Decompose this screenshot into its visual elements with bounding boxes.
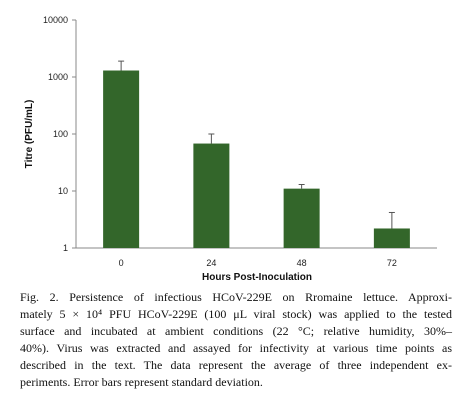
y-ticks: 1 10 100 1000 10000 [43, 15, 76, 253]
y-tick-label: 1000 [48, 72, 68, 82]
y-axis-title: Titre (PFU/mL) [24, 100, 35, 169]
bars [103, 60, 410, 249]
x-tick-label: 48 [297, 258, 307, 268]
caption-line-1: Fig. 2. Persistence of infectious HCoV-2… [20, 290, 452, 304]
caption-line-6: periments. Error bars represent standard… [20, 375, 263, 389]
caption-line-5: described in the text. The data represen… [20, 358, 452, 372]
x-tick-label: 0 [119, 258, 124, 268]
x-axis-title: Hours Post-Inoculation [202, 272, 312, 283]
x-tick-label: 24 [206, 258, 216, 268]
bar-24h [193, 143, 230, 248]
y-tick-label: 1 [63, 243, 68, 253]
bar-48h [283, 188, 320, 248]
bar-chart: Titre (PFU/mL) Hours Post-Inoculation 11… [24, 15, 437, 283]
y-tick-label: 10000 [43, 15, 68, 25]
caption-line-3: surface and incubated at ambient conditi… [20, 324, 452, 338]
bar-0h [103, 70, 140, 249]
caption-line-4: 40%). Virus was extracted and assayed fo… [20, 341, 452, 355]
y-tick-label: 100 [53, 129, 68, 139]
x-ticks: 0 24 48 72 [119, 258, 397, 268]
caption-line-2: mately 5 × 10⁴ PFU HCoV-229E (100 μL vir… [20, 307, 452, 321]
bar-72h [373, 228, 410, 248]
y-tick-label: 10 [58, 186, 68, 196]
figure-caption: Fig. 2. Persistence of infectious HCoV-2… [20, 289, 452, 391]
x-tick-label: 72 [387, 258, 397, 268]
